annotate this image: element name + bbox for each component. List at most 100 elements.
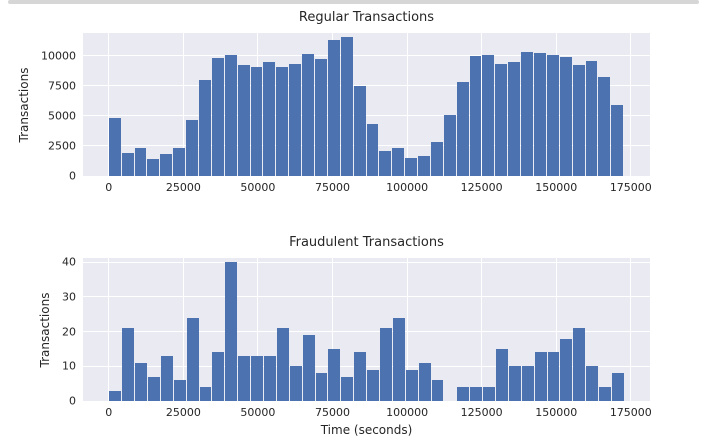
y-tick-label: 10 [62, 359, 76, 373]
gridline [182, 258, 184, 401]
histogram-bar [263, 61, 276, 176]
gridline [481, 258, 483, 401]
histogram-bar [276, 328, 289, 401]
histogram-bar [405, 369, 418, 401]
regular-transactions-chart: Regular Transactions Transactions 0 2500 5… [17, 10, 652, 194]
histogram-bar [366, 124, 379, 176]
x-tick-label: 100000 [386, 406, 429, 419]
gridline [83, 85, 650, 87]
histogram-bar [379, 328, 392, 401]
histogram-bar [173, 380, 186, 401]
histogram-bar [237, 65, 250, 176]
histogram-bar [353, 85, 366, 176]
histogram-bar [599, 387, 611, 401]
y-axis-label: Transactions [17, 67, 31, 142]
histogram-bar [122, 328, 135, 401]
y-tick-label: 30 [62, 290, 76, 304]
histogram-bar [572, 64, 585, 176]
histogram-bar [315, 373, 328, 401]
gridline [332, 258, 333, 401]
histogram-bar [148, 376, 160, 401]
histogram-bar [379, 150, 392, 176]
x-tick-label: 25000 [165, 406, 201, 419]
histogram-bar [134, 148, 147, 176]
histogram-bar [483, 387, 495, 401]
gridline [83, 296, 650, 298]
histogram-bar [482, 55, 495, 176]
histogram-bar [495, 348, 508, 401]
histogram-bar [431, 380, 444, 401]
histogram-bar [598, 76, 611, 176]
histogram-bar [198, 79, 211, 176]
histogram-bar [585, 61, 598, 176]
histogram-bar [186, 317, 199, 401]
histogram-bar [430, 142, 443, 176]
histogram-bar [302, 54, 314, 176]
histogram-bar [547, 352, 560, 401]
y-tick-label: 10000 [41, 49, 76, 63]
y-axis-label: Transactions [38, 292, 52, 367]
histogram-bar [573, 328, 586, 401]
x-tick-label: 25000 [165, 181, 201, 194]
x-tick-label: 150000 [535, 181, 578, 194]
histogram-bar [534, 52, 546, 176]
histogram-bar [121, 152, 134, 176]
histogram-bar [534, 352, 547, 401]
histogram-bar [405, 157, 418, 176]
chart-title: Fraudulent Transactions [289, 235, 444, 250]
histogram-bar [560, 338, 573, 401]
histogram-bar [264, 355, 276, 401]
gridline [555, 258, 557, 401]
x-tick-label: 50000 [240, 406, 276, 419]
histogram-bar [559, 57, 572, 176]
gridline [83, 400, 650, 401]
histogram-bar [314, 59, 327, 176]
y-tick-label: 40 [62, 255, 76, 269]
histogram-bar [341, 376, 354, 401]
gridline [257, 258, 259, 401]
histogram-bar [225, 262, 238, 401]
histogram-bar [611, 373, 624, 401]
histogram-bar [611, 104, 624, 176]
histogram-bar [546, 54, 559, 176]
x-tick-label: 50000 [240, 181, 276, 194]
histogram-bar [470, 387, 483, 401]
x-tick-label: 75000 [315, 406, 350, 419]
x-tick-label: 100000 [386, 181, 429, 194]
histogram-bar [328, 348, 341, 401]
x-tick-label: 150000 [535, 406, 578, 419]
histogram-bar [443, 114, 456, 176]
histogram-bar [457, 387, 470, 401]
histogram-bar [586, 366, 599, 401]
histogram-bar [160, 355, 173, 401]
x-tick-label: 0 [105, 406, 113, 419]
histogram-bar [276, 66, 289, 176]
histogram-bar [251, 355, 263, 401]
histogram-bar [521, 52, 534, 176]
histogram-bar [354, 352, 367, 401]
histogram-bar [108, 118, 121, 176]
histogram-bar [186, 119, 198, 176]
histogram-bar [199, 387, 212, 401]
histogram-bar [289, 366, 302, 401]
gridline [406, 33, 408, 176]
gridline [630, 33, 632, 176]
x-axis-label: Time (seconds) [320, 423, 413, 437]
histogram-bar [495, 63, 508, 176]
histogram-bar [367, 369, 379, 401]
gridline [182, 33, 184, 176]
histogram-bar [418, 156, 430, 176]
histogram-bar [418, 362, 431, 401]
histogram-bar [147, 158, 160, 176]
histogram-bar [456, 82, 469, 176]
histogram-bar [250, 66, 263, 176]
histogram-bar [109, 390, 122, 401]
plot-area [83, 258, 650, 401]
histogram-bar [160, 154, 173, 176]
gridline [83, 365, 650, 367]
gridline [83, 331, 650, 333]
plot-area [83, 33, 650, 176]
histogram-bar [469, 55, 482, 176]
x-tick-label: 125000 [460, 406, 503, 419]
